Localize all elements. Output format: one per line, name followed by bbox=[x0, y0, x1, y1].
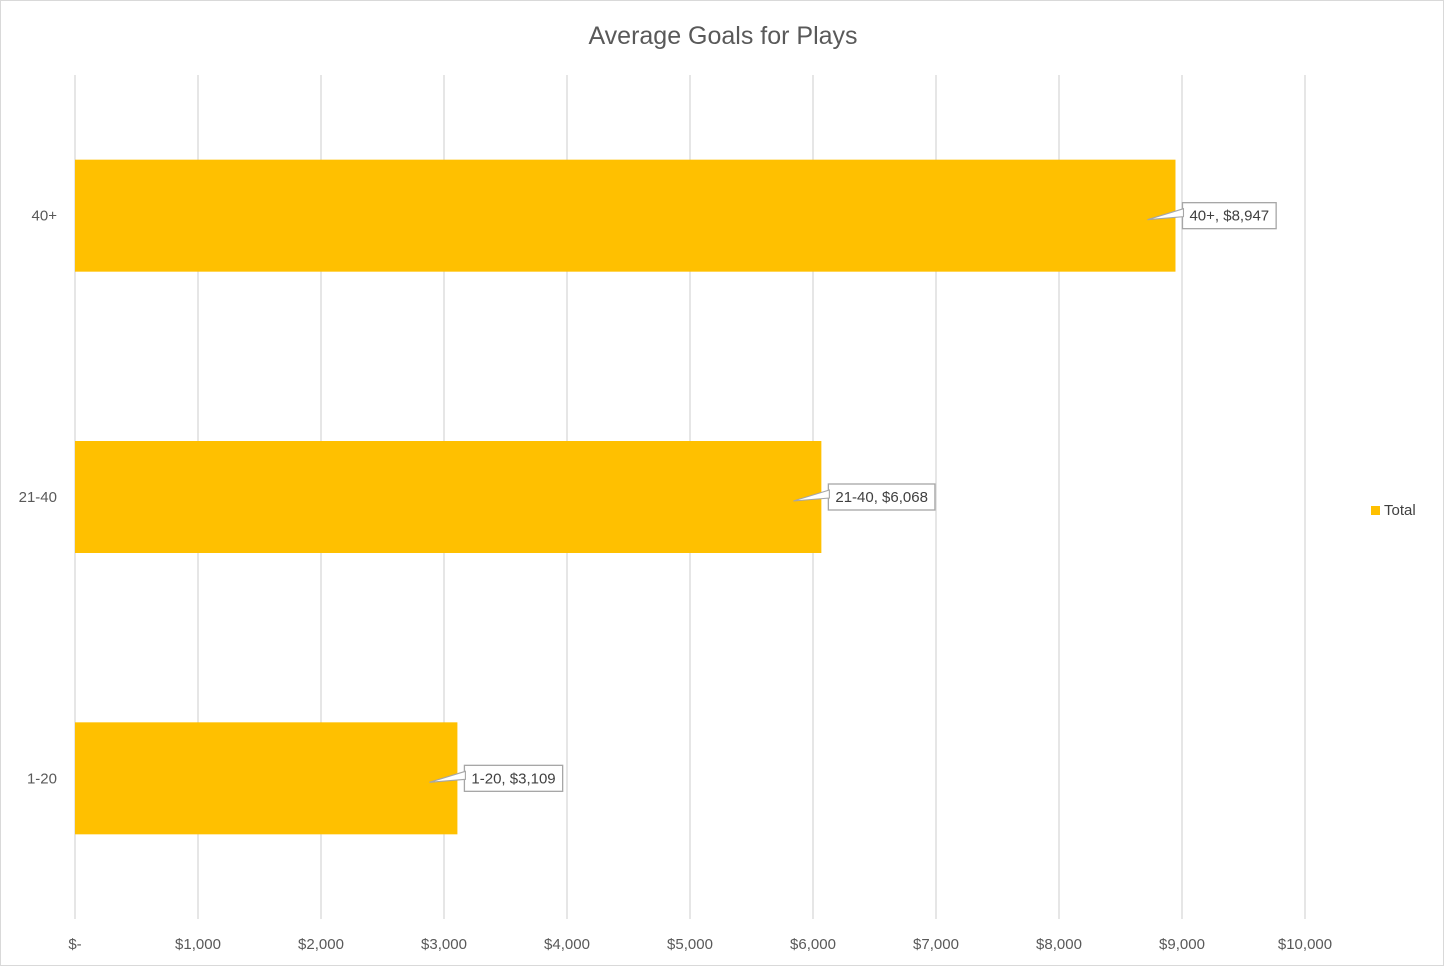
y-category-label: 40+ bbox=[32, 208, 58, 225]
data-label-callout: 21-40, $6,068 bbox=[793, 483, 936, 511]
x-tick-label: $5,000 bbox=[667, 936, 713, 953]
bar-21-40 bbox=[75, 441, 822, 553]
x-tick-label: $2,000 bbox=[298, 936, 344, 953]
legend-label: Total bbox=[1384, 502, 1416, 519]
data-label-pointer bbox=[793, 489, 830, 502]
y-category-label: 21-40 bbox=[19, 489, 57, 506]
data-label-box bbox=[1181, 202, 1277, 230]
data-label-pointer bbox=[1147, 207, 1185, 221]
x-tick-label: $6,000 bbox=[790, 936, 836, 953]
bar-40+ bbox=[75, 159, 1176, 272]
data-labels: 1-20, $3,109 21-40, $6,068 40+, $8,947 bbox=[429, 202, 1277, 792]
data-label: 21-40, $6,068 bbox=[835, 489, 928, 506]
x-tick-label: $8,000 bbox=[1036, 936, 1082, 953]
data-label-callout: 1-20, $3,109 bbox=[429, 764, 564, 792]
y-axis-categories: 1-20 21-40 40+ bbox=[19, 208, 58, 788]
data-label: 1-20, $3,109 bbox=[471, 770, 555, 787]
x-tick-label: $1,000 bbox=[175, 936, 221, 953]
x-tick-label: $4,000 bbox=[544, 936, 590, 953]
x-tick-label: $9,000 bbox=[1159, 936, 1205, 953]
bar-1-20 bbox=[75, 722, 458, 835]
data-label: 40+, $8,947 bbox=[1189, 208, 1269, 225]
chart-title: Average Goals for Plays bbox=[588, 22, 857, 50]
x-tick-label: $10,000 bbox=[1278, 936, 1332, 953]
data-label-box bbox=[463, 764, 564, 792]
legend-swatch bbox=[1371, 506, 1380, 515]
x-tick-label: $- bbox=[68, 936, 81, 953]
legend: Total bbox=[1371, 502, 1416, 519]
bars bbox=[75, 159, 1176, 835]
data-label-pointer bbox=[429, 770, 466, 783]
x-tick-label: $3,000 bbox=[421, 936, 467, 953]
x-tick-label: $7,000 bbox=[913, 936, 959, 953]
data-label-callout: 40+, $8,947 bbox=[1147, 202, 1277, 230]
x-axis-ticks: $- $1,000 $2,000 $3,000 $4,000 $5,000 $6,000 $7… bbox=[68, 936, 1332, 953]
y-category-label: 1-20 bbox=[27, 770, 57, 787]
